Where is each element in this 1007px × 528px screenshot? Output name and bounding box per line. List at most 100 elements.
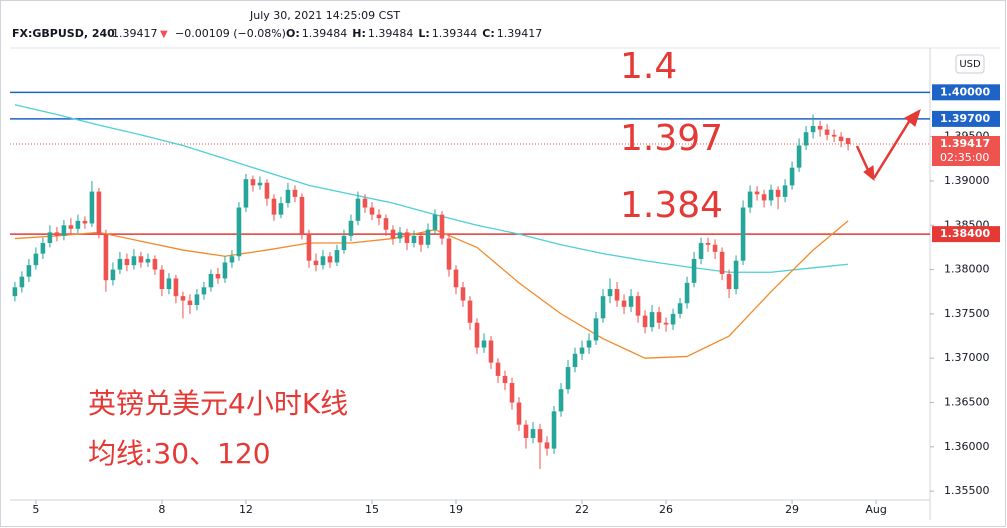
candle-body — [705, 242, 711, 245]
candle-body — [838, 136, 844, 142]
ohlc-value: 1.39344 — [432, 27, 478, 40]
candle-body — [488, 340, 494, 363]
marks: 1.35500 1.36000 1.36500 1.37000 1.37500 1.380… — [10, 84, 1000, 516]
header-datetime: July 30, 2021 14:25:09 CST — [249, 9, 400, 22]
candle-body — [775, 189, 781, 197]
candle-body — [530, 429, 536, 438]
candle-body — [96, 191, 102, 235]
candle-body — [782, 185, 788, 197]
candle-body — [614, 289, 620, 301]
header-last: 1.39417 — [112, 27, 158, 40]
candle-body — [684, 282, 690, 304]
y-tick-label: 1.37000 — [944, 351, 990, 364]
candle-body — [299, 196, 305, 235]
candle-body — [313, 260, 319, 266]
candle-body — [26, 265, 32, 277]
candle-body — [432, 214, 438, 230]
candle-body — [236, 207, 242, 257]
y-tick-label: 1.36000 — [944, 440, 990, 453]
red-arrows — [855, 108, 921, 182]
candle-body — [824, 129, 830, 135]
candle-body — [558, 389, 564, 412]
candle-body — [439, 214, 445, 239]
candle-body — [89, 191, 95, 224]
annotation: 均线:30、120 — [88, 437, 271, 470]
ohlc-value: 1.39484 — [302, 27, 348, 40]
candle-body — [47, 232, 53, 243]
candle-body — [418, 235, 424, 245]
currency-button[interactable] — [955, 54, 985, 74]
candle-body — [509, 383, 515, 403]
arrow — [872, 119, 912, 179]
candle-body — [166, 278, 172, 290]
candle-body — [516, 402, 522, 425]
candle-body — [495, 362, 501, 376]
candle-body — [656, 312, 662, 323]
x-tick-label: 12 — [239, 503, 253, 516]
candle-body — [579, 347, 585, 354]
candle-body — [33, 253, 39, 266]
y-tick-label: 1.39000 — [944, 174, 990, 187]
candle-body — [285, 189, 291, 204]
candle-body — [173, 278, 179, 297]
candle-body — [698, 242, 704, 259]
candle-body — [551, 411, 557, 449]
annotation: 1.397 — [620, 118, 723, 159]
candle-body — [404, 232, 410, 243]
candle-body — [320, 256, 326, 266]
candle-body — [726, 274, 732, 290]
candle-body — [390, 229, 396, 239]
ohlc-label: O: — [286, 27, 300, 40]
candle-body — [663, 322, 669, 325]
arrow-head — [904, 108, 921, 127]
candle-body — [789, 167, 795, 186]
candle-body — [82, 220, 88, 224]
currency-label[interactable]: USD — [959, 59, 981, 70]
price-tag-label: 1.40000 — [940, 85, 990, 98]
candle-body — [201, 287, 207, 295]
candle-body — [229, 256, 235, 263]
candle-body — [264, 182, 270, 199]
candle-body — [348, 220, 354, 236]
y-tick-label: 1.35500 — [944, 484, 990, 497]
candle-body — [362, 198, 368, 208]
candle-body — [250, 179, 256, 186]
x-tick-label: 26 — [659, 503, 673, 516]
candle-body — [754, 191, 760, 195]
candle-body — [180, 296, 186, 301]
candle-body — [54, 232, 60, 236]
candle-body — [145, 258, 151, 263]
candle-body — [40, 242, 46, 254]
ohlc-value: 1.39417 — [497, 27, 543, 40]
candle-body — [271, 198, 277, 215]
header-symbol: FX:GBPUSD, 240 — [12, 27, 115, 40]
candle-body — [103, 234, 109, 281]
candle-body — [642, 315, 648, 328]
candle-body — [68, 225, 74, 229]
candle-body — [292, 189, 298, 197]
candle-body — [677, 303, 683, 314]
candle-body — [110, 269, 116, 281]
x-tick-label: 19 — [449, 503, 463, 516]
candle-body — [607, 289, 613, 297]
y-tick-label: 1.36500 — [944, 396, 990, 409]
candle-body — [537, 429, 543, 443]
x-tick-label: 8 — [158, 503, 165, 516]
x-tick-label: 29 — [785, 503, 799, 516]
candle-body — [467, 300, 473, 323]
price-tag-label: 1.39700 — [940, 112, 990, 125]
y-tick-label: 1.38000 — [944, 263, 990, 276]
annotation: 1.384 — [620, 185, 723, 226]
candle-body — [12, 287, 18, 297]
candle-body — [411, 235, 417, 243]
candle-body — [761, 194, 767, 201]
candle-body — [208, 274, 214, 288]
candle-body — [712, 244, 718, 252]
candle-body — [803, 132, 809, 146]
candle-body — [565, 367, 571, 390]
candle-body — [796, 145, 802, 168]
candle-body — [376, 214, 382, 219]
